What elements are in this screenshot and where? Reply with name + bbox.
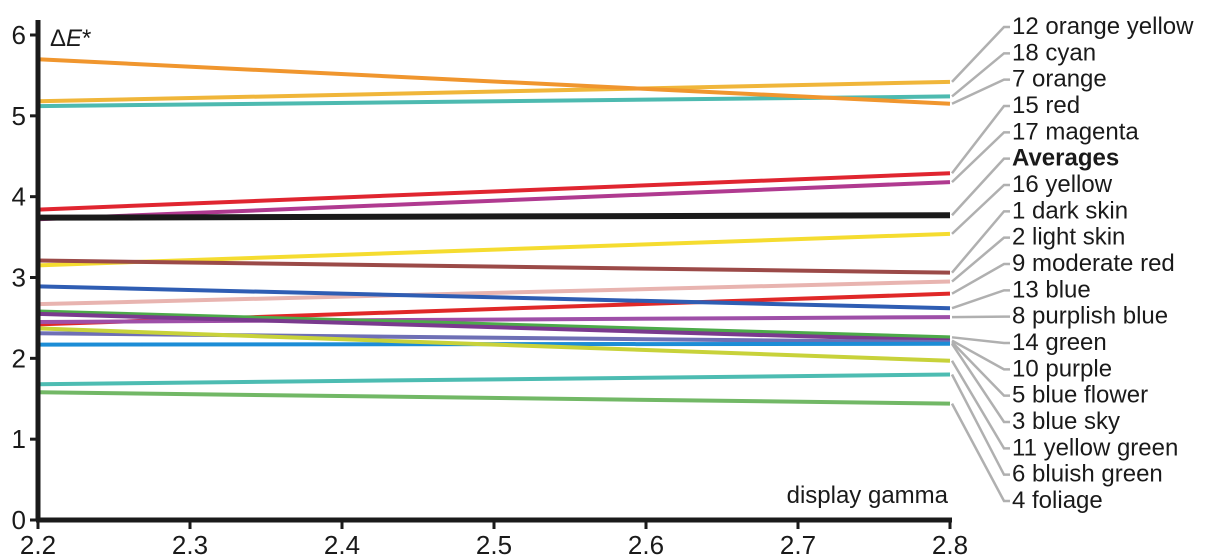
legend-label-17-magenta: 17 magenta [1012, 118, 1139, 145]
x-tick-label: 2.2 [20, 530, 56, 556]
leader-line-16-yellow [952, 185, 1010, 234]
series-line-15-red [38, 173, 950, 209]
legend-label-6-bluish-green: 6 bluish green [1012, 461, 1163, 488]
legend-label-11-yellow-green: 11 yellow green [1012, 434, 1178, 461]
legend-label-8-purplish-blue: 8 purplish blue [1012, 303, 1168, 330]
legend-label-7-orange: 7 orange [1012, 66, 1107, 93]
legend-label-2-light-skin: 2 light skin [1012, 224, 1125, 251]
leader-line-17-magenta [952, 132, 1010, 182]
legend-label-15-red: 15 red [1012, 92, 1080, 119]
legend-connectors [952, 27, 1010, 501]
y-axis-label: ΔE* [50, 25, 91, 52]
legend-label-averages: Averages [1012, 145, 1119, 172]
leader-line-1-dark-skin [952, 211, 1010, 272]
y-tick-label: 1 [12, 424, 26, 454]
series-line-6-bluish-green [38, 375, 950, 385]
x-tick-label: 2.6 [628, 530, 664, 556]
leader-line-9-moderate-red [952, 264, 1010, 294]
legend-label-3-blue-sky: 3 blue sky [1012, 408, 1120, 435]
series-line-averages [38, 215, 950, 217]
legend-label-1-dark-skin: 1 dark skin [1012, 197, 1128, 224]
leader-line-2-light-skin [952, 238, 1010, 282]
legend-label-13-blue: 13 blue [1012, 276, 1091, 303]
leader-line-13-blue [952, 290, 1010, 308]
legend-label-4-foliage: 4 foliage [1012, 487, 1103, 514]
y-tick-label: 4 [12, 182, 26, 212]
y-tick-label: 5 [12, 101, 26, 131]
leader-line-11-yellow-green [952, 361, 1010, 449]
legend-label-5-blue-flower: 5 blue flower [1012, 382, 1148, 409]
x-tick-label: 2.7 [780, 530, 816, 556]
legend-label-10-purple: 10 purple [1012, 355, 1112, 382]
legend-label-14-green: 14 green [1012, 329, 1107, 356]
leader-line-14-green [952, 337, 1010, 343]
series-group [38, 59, 950, 403]
series-line-1-dark-skin [38, 261, 950, 273]
legend-label-16-yellow: 16 yellow [1012, 171, 1113, 198]
legend-label-9-moderate-red: 9 moderate red [1012, 250, 1175, 277]
legend-label-12-orange-yellow: 12 orange yellow [1012, 13, 1194, 40]
y-tick-label: 3 [12, 263, 26, 293]
x-tick-label: 2.3 [172, 530, 208, 556]
x-tick-label: 2.4 [324, 530, 360, 556]
series-line-4-foliage [38, 392, 950, 403]
x-axis-label: display gamma [787, 482, 949, 509]
leader-line-7-orange [952, 80, 1010, 104]
y-tick-label: 6 [12, 20, 26, 50]
series-line-2-light-skin [38, 282, 950, 305]
legend-label-18-cyan: 18 cyan [1012, 39, 1096, 66]
y-tick-label: 2 [12, 343, 26, 373]
x-tick-label: 2.5 [476, 530, 512, 556]
x-tick-label: 2.8 [932, 530, 968, 556]
